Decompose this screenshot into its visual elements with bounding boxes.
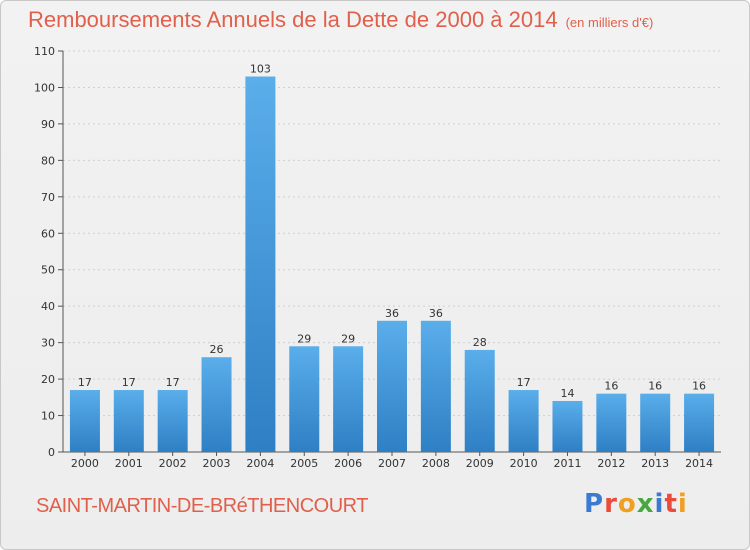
bar-2004 <box>245 76 276 452</box>
x-tick-label: 2012 <box>597 457 625 470</box>
y-tick-label: 10 <box>41 410 55 423</box>
x-tick-label: 2008 <box>422 457 450 470</box>
y-tick-label: 40 <box>41 300 55 313</box>
data-label-2010: 17 <box>517 376 531 389</box>
bar-2007 <box>377 320 407 452</box>
bar-2001 <box>113 390 144 452</box>
x-tick-label: 2002 <box>159 457 187 470</box>
data-label-2014: 16 <box>692 380 706 393</box>
commune-name: SAINT-MARTIN-DE-BRéTHENCOURT <box>36 495 368 517</box>
y-tick-label: 30 <box>41 337 55 350</box>
y-tick-label: 20 <box>41 373 55 386</box>
bar-2003 <box>201 357 232 452</box>
data-label-2003: 26 <box>210 343 224 356</box>
y-tick-label: 90 <box>41 118 55 131</box>
y-tick-label: 0 <box>48 446 55 459</box>
x-tick-label: 2004 <box>246 457 274 470</box>
labels: 0 10 20 30 40 50 60 70 80 90 100 110 17 2000 17 2001 17 2… <box>34 45 713 470</box>
logo-letter: P <box>584 489 605 519</box>
y-tick-label: 70 <box>41 191 55 204</box>
bar-2013 <box>640 393 671 452</box>
bar-2009 <box>464 349 495 452</box>
data-label-2009: 28 <box>473 336 487 349</box>
bar-2014 <box>684 393 715 452</box>
y-tick-label: 100 <box>34 81 55 94</box>
x-tick-label: 2003 <box>203 457 231 470</box>
logo-letter: t <box>664 489 678 519</box>
x-tick-label: 2014 <box>685 457 713 470</box>
chart-title: Remboursements Annuels de la Dette de 20… <box>28 7 653 33</box>
x-tick-label: 2013 <box>641 457 669 470</box>
x-tick-label: 2005 <box>290 457 318 470</box>
data-label-2002: 17 <box>166 376 180 389</box>
y-tick-label: 50 <box>41 264 55 277</box>
data-label-2004: 103 <box>250 63 271 76</box>
bar-2012 <box>596 393 627 452</box>
data-label-2012: 16 <box>604 380 618 393</box>
logo-letter: x <box>636 489 655 519</box>
bar-2005 <box>289 346 320 452</box>
bar-2010 <box>508 390 539 452</box>
bar-2011 <box>552 400 583 452</box>
data-label-2000: 17 <box>78 376 92 389</box>
bar-2000 <box>69 390 100 452</box>
y-tick-label: 80 <box>41 154 55 167</box>
y-tick-label: 60 <box>41 227 55 240</box>
bar-2008 <box>420 320 451 452</box>
logo-letter: r <box>604 489 618 519</box>
x-tick-label: 2011 <box>553 457 581 470</box>
bar-2002 <box>157 390 188 452</box>
data-label-2006: 29 <box>341 332 355 345</box>
logo-letter: i <box>654 489 665 519</box>
x-tick-label: 2007 <box>378 457 406 470</box>
x-tick-label: 2006 <box>334 457 362 470</box>
bars <box>69 76 715 452</box>
data-label-2007: 36 <box>385 307 399 320</box>
x-tick-label: 2001 <box>115 457 143 470</box>
bar-2006 <box>333 346 364 452</box>
x-tick-label: 2009 <box>466 457 494 470</box>
data-label-2001: 17 <box>122 376 136 389</box>
y-tick-label: 110 <box>34 45 55 58</box>
proxiti-logo[interactable]: Proxiti <box>584 489 688 519</box>
x-tick-label: 2000 <box>71 457 99 470</box>
data-label-2005: 29 <box>297 332 311 345</box>
title-text: Remboursements Annuels de la Dette de 20… <box>28 7 558 32</box>
title-unit: (en milliers d'€) <box>565 15 654 30</box>
data-label-2011: 14 <box>560 387 574 400</box>
data-label-2013: 16 <box>648 380 662 393</box>
logo-letter: o <box>617 489 637 519</box>
x-tick-label: 2010 <box>510 457 538 470</box>
logo-letter: i <box>677 489 688 519</box>
data-label-2008: 36 <box>429 307 443 320</box>
